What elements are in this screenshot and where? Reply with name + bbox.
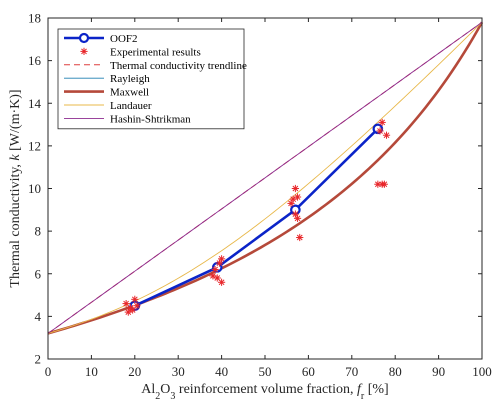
x-tick-label: 60 <box>302 364 315 379</box>
x-tick-label: 100 <box>472 364 492 379</box>
x-tick-label: 90 <box>432 364 445 379</box>
x-tick-label: 20 <box>128 364 141 379</box>
y-tick-label: 8 <box>35 224 42 239</box>
y-tick-label: 2 <box>35 352 42 367</box>
legend-label-rayleigh: Rayleigh <box>110 73 150 85</box>
points-layer <box>122 118 391 316</box>
experimental-results-point <box>218 278 226 286</box>
y-tick-label: 14 <box>28 96 42 111</box>
hashin-shtrikman-curve <box>47 21 483 334</box>
y-tick-label: 6 <box>35 266 42 281</box>
experimental-results-point <box>133 302 141 310</box>
x-axis-title: Al2O3 reinforcement volume fraction, fr … <box>141 382 388 402</box>
legend-label-landauer: Landauer <box>110 100 152 112</box>
experimental-results-point <box>376 127 384 135</box>
experimental-results-point <box>293 193 302 201</box>
x-tick-label: 50 <box>259 364 272 379</box>
experimental-results-point <box>211 265 219 274</box>
experimental-results-point <box>129 306 137 314</box>
ticks-layer: 0 10 20 30 40 50 60 70 80 90 100 2 4 6 8 10 12 14 16 18 <box>28 11 492 380</box>
x-tick-label: 80 <box>389 364 402 379</box>
experimental-results-point <box>122 299 130 308</box>
y-axis-title: Thermal conductivity, k [W/(m·K)] <box>8 89 23 287</box>
experimental-results-point <box>374 180 382 188</box>
experimental-results-point <box>380 180 388 188</box>
y-tick-label: 16 <box>28 53 42 68</box>
x-tick-label: 0 <box>45 364 52 379</box>
maxwell-curve <box>47 21 484 335</box>
y-tick-label: 4 <box>35 309 42 324</box>
curves-layer <box>47 21 484 335</box>
legend-marker-experimental-results <box>80 47 88 56</box>
experimental-results-point <box>218 255 226 263</box>
experimental-results-point <box>382 131 391 139</box>
experimental-results-point <box>378 118 386 127</box>
experimental-results-point <box>296 233 304 242</box>
oof2-line <box>134 127 379 307</box>
y-tick-label: 18 <box>28 11 41 26</box>
y-tick-label: 10 <box>28 181 41 196</box>
x-tick-label: 40 <box>215 364 228 379</box>
legend-box <box>57 28 245 130</box>
legend-label-hashin-shtrikman: Hashin-Shtrikman <box>110 113 191 125</box>
x-tick-label: 30 <box>172 364 185 379</box>
legend-label-oof2: OOF2 <box>110 33 138 45</box>
legend-label-experimental-results: Experimental results <box>110 46 201 58</box>
landauer-curve <box>47 21 483 334</box>
experimental-results-point <box>131 295 139 303</box>
experimental-results-point <box>213 274 221 282</box>
experimental-results-point <box>291 184 299 193</box>
legend-label-maxwell: Maxwell <box>110 87 149 99</box>
x-tick-label: 10 <box>85 364 98 379</box>
experimental-results-point <box>293 214 302 222</box>
legend-label-thermal-conductivity-trendline: Thermal conductivity trendline <box>110 60 247 72</box>
legend-marker-oof2 <box>78 32 90 44</box>
y-tick-label: 12 <box>28 138 41 153</box>
x-tick-label: 70 <box>345 364 358 379</box>
